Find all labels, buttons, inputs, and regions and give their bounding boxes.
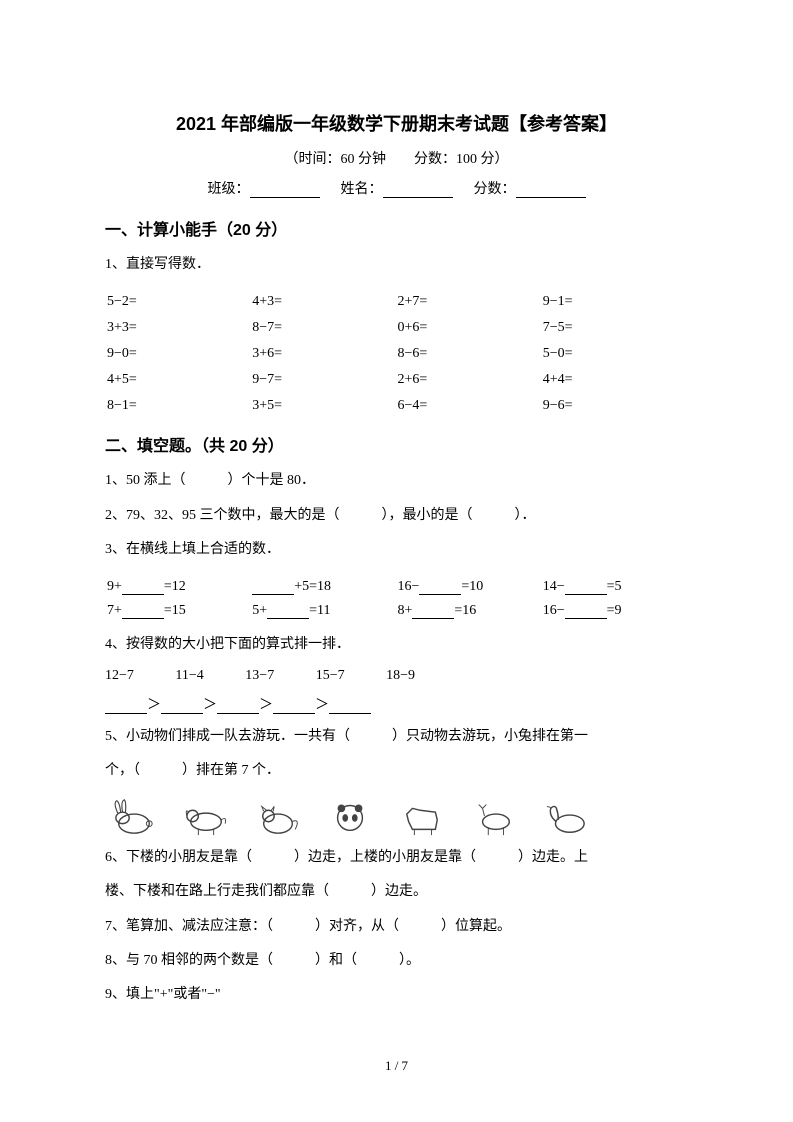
animal-row: [105, 795, 688, 837]
q2-5b: 个，（ ）排在第 7 个．: [105, 760, 688, 782]
sort-items: 12−7 11−4 13−7 15−7 18−9: [105, 668, 688, 684]
fill-row: 9+=12 +5=18 16−=10 14−=5: [107, 576, 686, 598]
label-class: 班级：: [208, 182, 250, 197]
calc-row: 3+3=8−7=0+6=7−5=: [107, 316, 686, 340]
section2-heading: 二、填空题。（共 20 分）: [105, 432, 688, 456]
label-score: 分数：: [474, 182, 516, 197]
q2-6a: 6、下楼的小朋友是靠（ ）边走，上楼的小朋友是靠（ ）边走。上: [105, 847, 688, 869]
fill-table: 9+=12 +5=18 16−=10 14−=5 7+=15 5+=11 8+=…: [105, 574, 688, 624]
q2-9: 9、填上"+"或者"−": [105, 984, 688, 1006]
blank-name[interactable]: [383, 184, 453, 198]
cat-icon: [249, 795, 307, 837]
fill-row: 7+=15 5+=11 8+=16 16−=9: [107, 600, 686, 622]
q2-7: 7、笔算加、减法应注意：（ ）对齐，从（ ）位算起。: [105, 916, 688, 938]
sort-blanks: ＞＞＞＞: [105, 694, 688, 714]
q2-1: 1、50 添上（ ）个十是 80．: [105, 470, 688, 492]
blank-class[interactable]: [250, 184, 320, 198]
rabbit-icon: [105, 795, 163, 837]
blank-score[interactable]: [516, 184, 586, 198]
panda-icon: [321, 795, 379, 837]
q2-6b: 楼、下楼和在路上行走我们都应靠（ ）边走。: [105, 881, 688, 903]
horse-icon: [393, 795, 451, 837]
dog-icon: [177, 795, 235, 837]
time-score: （时间：60 分钟 分数：100 分）: [105, 148, 688, 168]
calc-row: 8−1=3+5=6−4=9−6=: [107, 394, 686, 418]
calc-row: 9−0=3+6=8−6=5−0=: [107, 342, 686, 366]
page-title: 2021 年部编版一年级数学下册期末考试题【参考答案】: [105, 110, 688, 136]
q2-2: 2、79、32、95 三个数中，最大的是（ ），最小的是（ ）．: [105, 505, 688, 527]
section1-heading: 一、计算小能手（20 分）: [105, 216, 688, 240]
deer-icon: [465, 795, 523, 837]
q2-5a: 5、小动物们排成一队去游玩．一共有（ ）只动物去游玩，小兔排在第一: [105, 726, 688, 748]
calc-row: 5−2=4+3=2+7=9−1=: [107, 290, 686, 314]
goose-icon: [537, 795, 595, 837]
q2-3: 3、在横线上填上合适的数．: [105, 539, 688, 561]
q2-8: 8、与 70 相邻的两个数是（ ）和（ ）。: [105, 950, 688, 972]
q2-4: 4、按得数的大小把下面的算式排一排．: [105, 634, 688, 656]
label-name: 姓名：: [341, 182, 383, 197]
page-number: 1 / 7: [0, 1058, 793, 1074]
student-info: 班级： 姓名： 分数：: [105, 178, 688, 198]
q1-1: 1、直接写得数．: [105, 254, 688, 276]
calc-table: 5−2=4+3=2+7=9−1= 3+3=8−7=0+6=7−5= 9−0=3+…: [105, 288, 688, 420]
calc-row: 4+5=9−7=2+6=4+4=: [107, 368, 686, 392]
